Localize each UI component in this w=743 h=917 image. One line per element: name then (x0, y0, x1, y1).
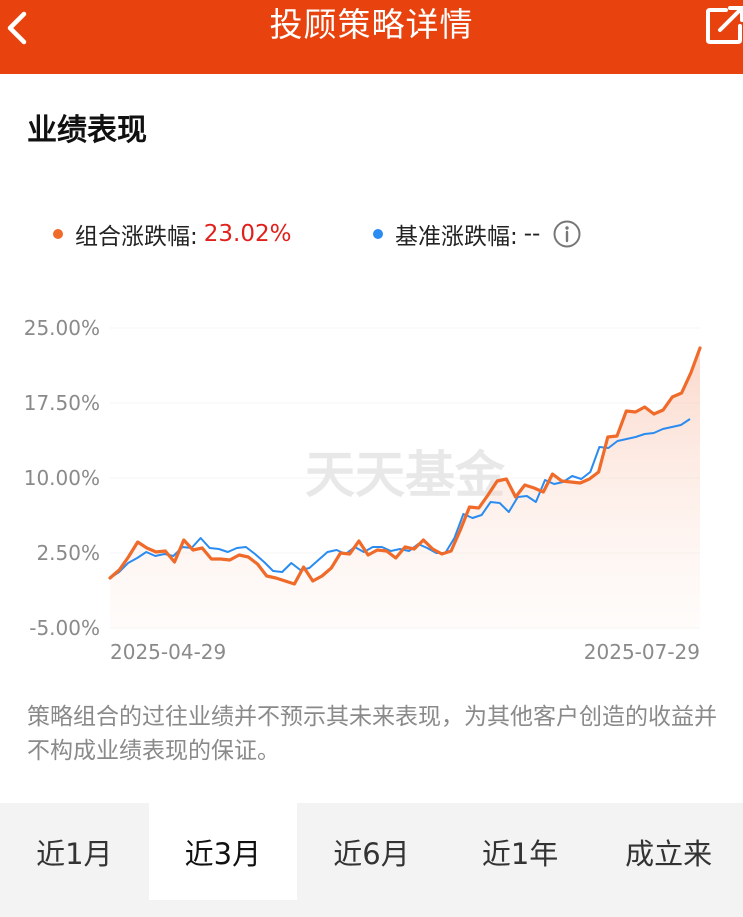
back-button[interactable] (2, 6, 38, 48)
performance-chart: 25.00% 17.50% 10.00% 2.50% -5.00% 2025-04-29 2… (0, 300, 743, 680)
info-circle-icon[interactable] (552, 219, 582, 249)
legend-benchmark: 基准涨跌幅: -- (373, 218, 582, 250)
share-button[interactable] (702, 2, 743, 46)
chart-watermark: 天天基金 (305, 445, 506, 504)
bottom-strip (0, 900, 743, 917)
y-tick-label: -5.00% (29, 616, 100, 640)
performance-chart-svg: 25.00% 17.50% 10.00% 2.50% -5.00% 2025-04-29 2… (24, 316, 702, 664)
legend-portfolio-label: 组合涨跌幅: (75, 224, 198, 250)
benchmark-series-line (109, 418, 691, 579)
y-tick-label: 17.50% (24, 391, 100, 415)
legend-portfolio-value: 23.02% (203, 221, 292, 247)
legend-dot-benchmark (373, 229, 383, 239)
y-tick-label: 10.00% (24, 466, 100, 490)
legend-dot-portfolio (53, 229, 63, 239)
portfolio-series-line (108, 346, 702, 586)
share-external-icon (706, 6, 743, 44)
legend-portfolio: 组合涨跌幅: 23.02% (53, 218, 291, 250)
y-tick-label: 2.50% (36, 541, 100, 565)
tab-1-month[interactable]: 近1月 (36, 836, 113, 871)
tab-3-months[interactable]: 近3月 (148, 803, 298, 900)
top-nav-bar: 投顾策略详情 (0, 0, 743, 74)
portfolio-area-fill (110, 348, 700, 628)
section-title: 业绩表现 (27, 113, 147, 148)
legend-benchmark-value: -- (523, 221, 541, 247)
chevron-left-icon (7, 11, 27, 45)
x-tick-label: 2025-04-29 (110, 640, 226, 664)
tab-6-months[interactable]: 近6月 (333, 836, 410, 871)
period-tabs: 近1月 近3月 近6月 近1年 成立来 (0, 803, 743, 900)
y-tick-label: 25.00% (24, 316, 100, 340)
tab-since-inception[interactable]: 成立来 (625, 836, 713, 871)
disclaimer-text: 策略组合的过往业绩并不预示其未来表现，为其他客户创造的收益并不构成业绩表现的保证… (27, 704, 717, 764)
x-tick-label: 2025-07-29 (584, 640, 700, 664)
page-title: 投顾策略详情 (269, 5, 474, 44)
legend-benchmark-label: 基准涨跌幅: (395, 224, 518, 250)
tab-1-year[interactable]: 近1年 (481, 836, 559, 871)
